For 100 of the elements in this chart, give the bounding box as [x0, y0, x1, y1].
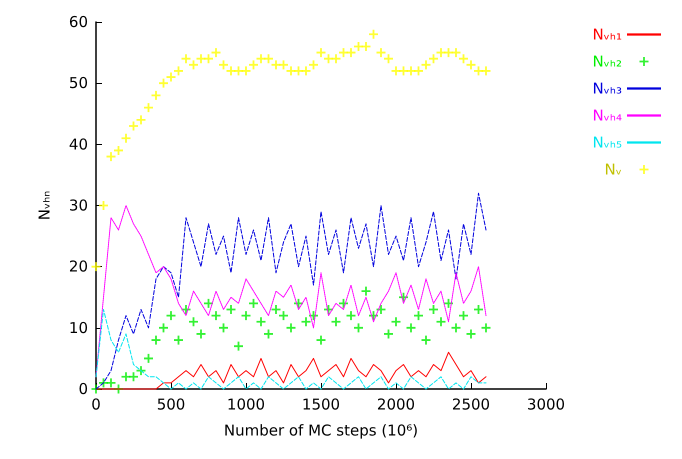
point — [422, 60, 430, 70]
x-tick-label: 3000 — [526, 396, 566, 414]
point — [452, 323, 460, 332]
point — [436, 317, 446, 326]
point — [294, 66, 303, 76]
point — [392, 66, 400, 76]
point — [406, 323, 416, 332]
point — [144, 103, 153, 112]
point — [219, 60, 228, 70]
point — [114, 146, 123, 155]
point — [452, 48, 460, 58]
y-tick-label: 50 — [68, 74, 88, 92]
point — [129, 121, 138, 130]
point — [346, 48, 356, 58]
point — [332, 317, 340, 326]
point — [474, 66, 483, 76]
point — [316, 336, 326, 345]
point — [106, 152, 116, 162]
point — [189, 317, 198, 326]
point — [174, 336, 183, 345]
point — [362, 286, 370, 296]
point — [92, 262, 100, 272]
point — [182, 54, 190, 64]
point — [152, 336, 160, 345]
point — [136, 115, 146, 124]
legend-label: Nᵥₕ₅ — [592, 134, 622, 152]
point — [174, 66, 183, 76]
point — [459, 311, 468, 320]
point — [166, 72, 176, 82]
point — [256, 317, 266, 326]
point — [204, 54, 213, 64]
point — [136, 366, 146, 376]
point — [159, 323, 168, 332]
y-tick-label: 60 — [68, 13, 88, 31]
legend-label: Nᵥₕ₁ — [592, 26, 622, 44]
point — [466, 329, 476, 338]
point — [482, 66, 490, 76]
point — [272, 304, 280, 314]
point — [316, 48, 326, 58]
legend-label: Nᵥ — [604, 160, 622, 178]
y-tick-label: 0 — [78, 380, 88, 398]
point — [346, 311, 356, 320]
point — [286, 66, 296, 76]
point — [249, 298, 258, 308]
point — [129, 372, 138, 382]
point — [212, 311, 220, 320]
legend-label: Nᵥₕ₃ — [592, 80, 622, 98]
point — [264, 54, 273, 64]
point — [234, 342, 243, 351]
point — [376, 304, 386, 314]
point — [144, 354, 153, 363]
point — [406, 66, 416, 76]
point — [242, 311, 250, 320]
point — [256, 54, 266, 64]
point — [152, 90, 160, 100]
point — [414, 66, 423, 76]
point — [324, 54, 333, 64]
x-tick-label: 1000 — [226, 396, 266, 414]
point — [189, 60, 198, 70]
point — [286, 323, 296, 332]
point — [159, 78, 168, 88]
x-tick-label: 2500 — [452, 396, 490, 414]
point — [99, 201, 108, 210]
y-tick-label: 40 — [68, 135, 88, 154]
point — [279, 60, 288, 70]
point — [444, 48, 453, 58]
y-tick-label: 10 — [68, 318, 88, 337]
point — [414, 311, 423, 320]
point — [196, 329, 206, 338]
point — [332, 54, 340, 64]
line-series — [96, 308, 486, 390]
x-tick-label: 500 — [156, 396, 186, 414]
point — [392, 317, 400, 326]
point — [429, 54, 438, 64]
point — [422, 336, 430, 345]
point — [309, 60, 318, 70]
point — [234, 66, 243, 76]
y-tick-label: 30 — [68, 196, 88, 214]
point — [196, 54, 206, 64]
x-axis-title: Number of MC steps (10⁶) — [224, 422, 418, 440]
point — [204, 298, 213, 308]
point — [122, 134, 130, 143]
point — [354, 42, 363, 51]
legend-label: Nᵥₕ₄ — [592, 106, 622, 124]
point — [272, 60, 280, 70]
point — [219, 323, 228, 332]
x-tick-label: 0 — [91, 396, 101, 414]
point — [166, 311, 176, 320]
point — [122, 372, 130, 382]
point — [384, 329, 393, 338]
point — [279, 311, 288, 320]
point — [466, 60, 476, 70]
point — [384, 54, 393, 64]
point — [482, 323, 490, 332]
point — [264, 329, 273, 338]
point — [106, 378, 116, 388]
point — [226, 66, 236, 76]
point — [429, 304, 438, 314]
point — [444, 298, 453, 308]
point — [369, 30, 378, 39]
